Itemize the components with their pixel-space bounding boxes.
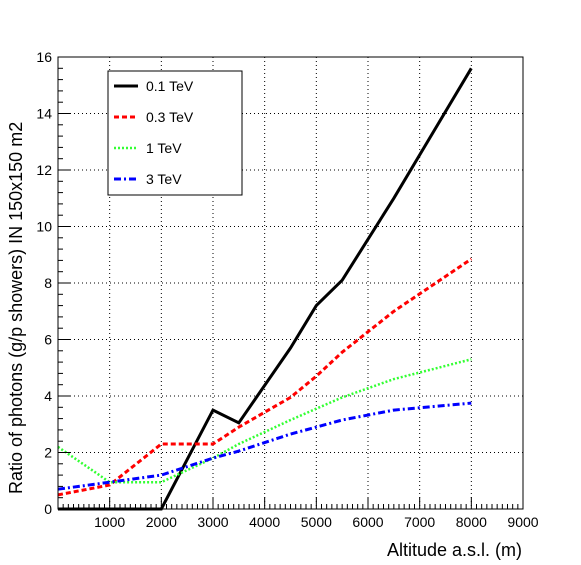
- x-tick-label: 7000: [404, 514, 435, 530]
- x-tick-label: 6000: [352, 514, 383, 530]
- legend-label: 0.1 TeV: [146, 78, 194, 94]
- y-tick-label: 6: [44, 332, 52, 348]
- x-tick-label: 3000: [197, 514, 228, 530]
- legend: 0.1 TeV 0.3 TeV 1 TeV 3 TeV: [107, 70, 243, 196]
- series-line: [57, 358, 472, 484]
- legend-label: 1 TeV: [146, 140, 182, 156]
- legend-box: [107, 70, 243, 196]
- y-tick-label: 14: [36, 106, 52, 122]
- y-tick-label: 0: [44, 501, 52, 517]
- x-tick-label: 5000: [301, 514, 332, 530]
- series-line: [57, 401, 472, 491]
- x-tick-label: 1000: [94, 514, 125, 530]
- grid: [58, 57, 523, 509]
- y-tick-label: 2: [44, 445, 52, 461]
- legend-label: 3 TeV: [146, 171, 182, 187]
- x-tick-label: 8000: [456, 514, 487, 530]
- x-tick-label: 2000: [146, 514, 177, 530]
- x-tick-label: 9000: [507, 514, 538, 530]
- y-tick-label: 12: [36, 162, 52, 178]
- x-axis-title: Altitude a.s.l. (m): [387, 540, 522, 560]
- y-tick-label: 8: [44, 275, 52, 291]
- series-line: [57, 257, 473, 497]
- tick-labels: 1000 2000 3000 4000 5000 6000 7000 8000 9000 0 2 4 6…: [36, 49, 538, 530]
- y-tick-label: 10: [36, 219, 52, 235]
- y-tick-label: 16: [36, 49, 52, 65]
- y-axis-title: Ratio of photons (g/p showers) IN 150x15…: [6, 122, 26, 494]
- legend-label: 0.3 TeV: [146, 109, 194, 125]
- y-tick-label: 4: [44, 388, 52, 404]
- x-tick-label: 4000: [249, 514, 280, 530]
- axis-ticks: [58, 56, 524, 510]
